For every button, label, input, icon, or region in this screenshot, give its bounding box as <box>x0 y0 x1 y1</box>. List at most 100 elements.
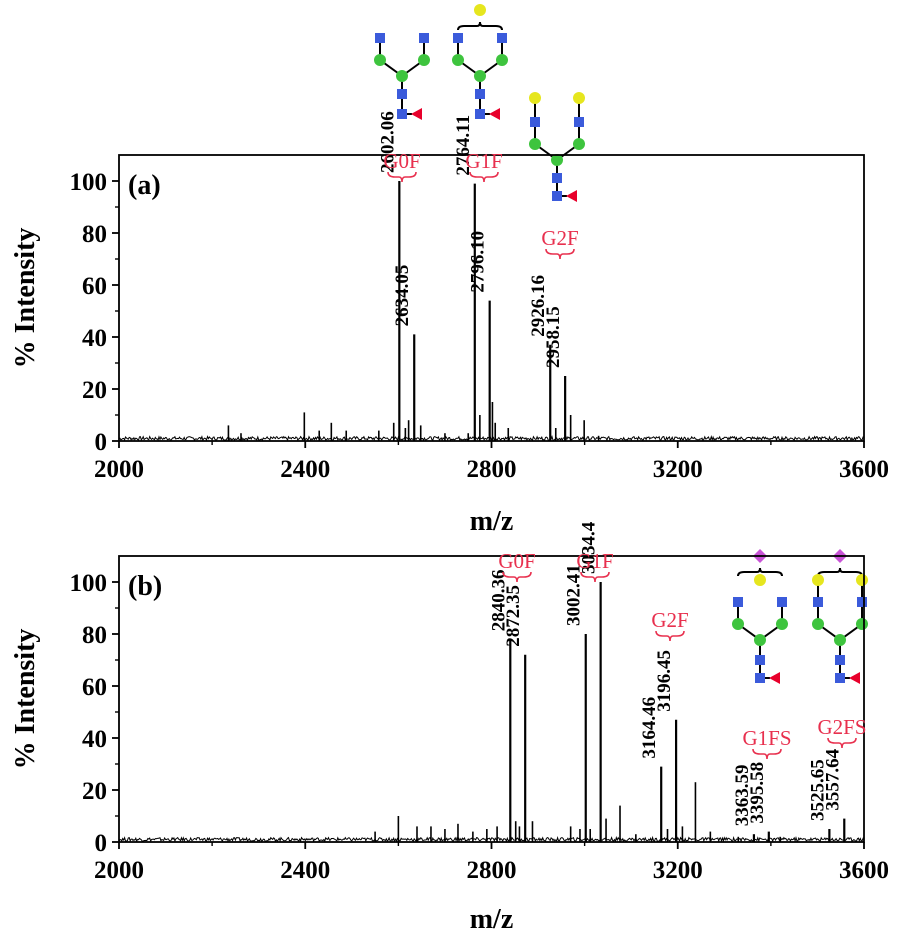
glycan-structure-g2f <box>529 92 585 202</box>
glycan-structure-g1fs <box>732 549 788 684</box>
glcnac-square <box>755 655 765 665</box>
panel-label: (a) <box>128 170 161 201</box>
y-tick-label: 40 <box>82 726 107 753</box>
fucose-triangle <box>566 190 577 202</box>
glycan-label-g1fs: G1FS <box>742 726 791 750</box>
galactose-circle <box>856 574 868 586</box>
x-tick-label: 3600 <box>839 857 889 884</box>
y-tick-label: 80 <box>82 622 107 649</box>
glycan-brace <box>502 571 532 583</box>
glcnac-square <box>755 673 765 683</box>
glycan-label-g2f: G2F <box>541 226 578 250</box>
mannose-circle <box>396 70 408 82</box>
galactose-circle <box>474 4 486 16</box>
peak-label: 2796.10 <box>468 231 489 293</box>
glcnac-square <box>552 173 562 183</box>
peak-label: 3164.46 <box>639 697 660 759</box>
x-tick-label: 2400 <box>280 857 330 884</box>
mannose-circle <box>374 54 386 66</box>
y-tick-label: 100 <box>70 169 108 196</box>
glycan-brace <box>827 737 857 749</box>
mannose-circle <box>856 618 868 630</box>
mannose-circle <box>573 138 585 150</box>
x-tick-label: 3200 <box>653 456 703 483</box>
peak-label: 3557.64 <box>822 748 843 810</box>
spectrum-baseline <box>118 835 865 844</box>
glcnac-square <box>497 33 507 43</box>
fucose-triangle <box>769 672 780 684</box>
spectrum-baseline <box>118 434 865 442</box>
panel-label: (b) <box>128 571 162 602</box>
mannose-circle <box>834 634 846 646</box>
glcnac-square <box>835 673 845 683</box>
antenna-brace <box>457 21 503 31</box>
glycan-label-g2fs: G2FS <box>817 715 866 739</box>
peak-label: 2926.16 <box>528 275 549 337</box>
mannose-circle <box>418 54 430 66</box>
y-axis-title: % Intensity <box>10 228 41 369</box>
glcnac-square <box>733 597 743 607</box>
glycan-label-g1f: G1F <box>576 549 613 573</box>
x-tick-label: 2000 <box>94 456 144 483</box>
glcnac-square <box>857 597 867 607</box>
glcnac-square <box>397 89 407 99</box>
glycan-structure-g0f <box>374 33 430 120</box>
glcnac-square <box>530 117 540 127</box>
fucose-triangle <box>411 108 422 120</box>
glcnac-square <box>453 33 463 43</box>
peak-label: 3363.59 <box>732 764 753 826</box>
galactose-circle <box>529 92 541 104</box>
glcnac-square <box>475 109 485 119</box>
x-tick-label: 2800 <box>467 456 517 483</box>
y-tick-label: 20 <box>82 778 107 805</box>
glcnac-square <box>419 33 429 43</box>
mannose-circle <box>754 634 766 646</box>
antenna-brace <box>737 567 783 577</box>
glcnac-square <box>475 89 485 99</box>
glcnac-square <box>552 191 562 201</box>
glycan-structure-g1f <box>452 4 508 120</box>
peak-label: 3196.45 <box>654 650 675 712</box>
galactose-circle <box>573 92 585 104</box>
mannose-circle <box>452 54 464 66</box>
peak-label: 2958.15 <box>543 306 564 368</box>
glycan-brace <box>752 748 782 760</box>
mannose-circle <box>529 138 541 150</box>
peak-label: 3395.58 <box>747 762 768 824</box>
glycan-label-g1f: G1F <box>465 149 502 173</box>
mannose-circle <box>474 70 486 82</box>
glycan-brace <box>545 248 575 260</box>
y-tick-label: 0 <box>95 830 108 857</box>
antenna-brace <box>817 567 863 577</box>
peak-label: 2872.35 <box>503 585 524 647</box>
peak-label: 2764.11 <box>453 115 474 176</box>
glycan-label-g0f: G0F <box>383 149 420 173</box>
galactose-circle <box>812 574 824 586</box>
y-tick-label: 60 <box>82 674 107 701</box>
y-tick-label: 60 <box>82 273 107 300</box>
y-axis-title: % Intensity <box>10 629 41 770</box>
y-tick-label: 100 <box>70 570 108 597</box>
y-tick-label: 40 <box>82 325 107 352</box>
plot-frame <box>118 154 865 442</box>
glcnac-square <box>397 109 407 119</box>
glcnac-square <box>835 655 845 665</box>
glcnac-square <box>375 33 385 43</box>
glycan-brace <box>655 630 685 642</box>
glcnac-square <box>777 597 787 607</box>
glcnac-square <box>574 117 584 127</box>
x-axis-title: m/z <box>470 904 514 934</box>
y-tick-label: 20 <box>82 377 107 404</box>
glycan-brace <box>580 571 610 583</box>
mannose-circle <box>812 618 824 630</box>
fucose-triangle <box>849 672 860 684</box>
glycan-brace <box>387 171 417 183</box>
peak-label: 2602.06 <box>377 111 398 173</box>
x-tick-label: 2000 <box>94 857 144 884</box>
glycan-label-g0f: G0F <box>498 549 535 573</box>
y-tick-label: 80 <box>82 221 107 248</box>
peak-label: 2634.05 <box>392 265 413 327</box>
peak-label: 3034.4 <box>579 521 600 574</box>
